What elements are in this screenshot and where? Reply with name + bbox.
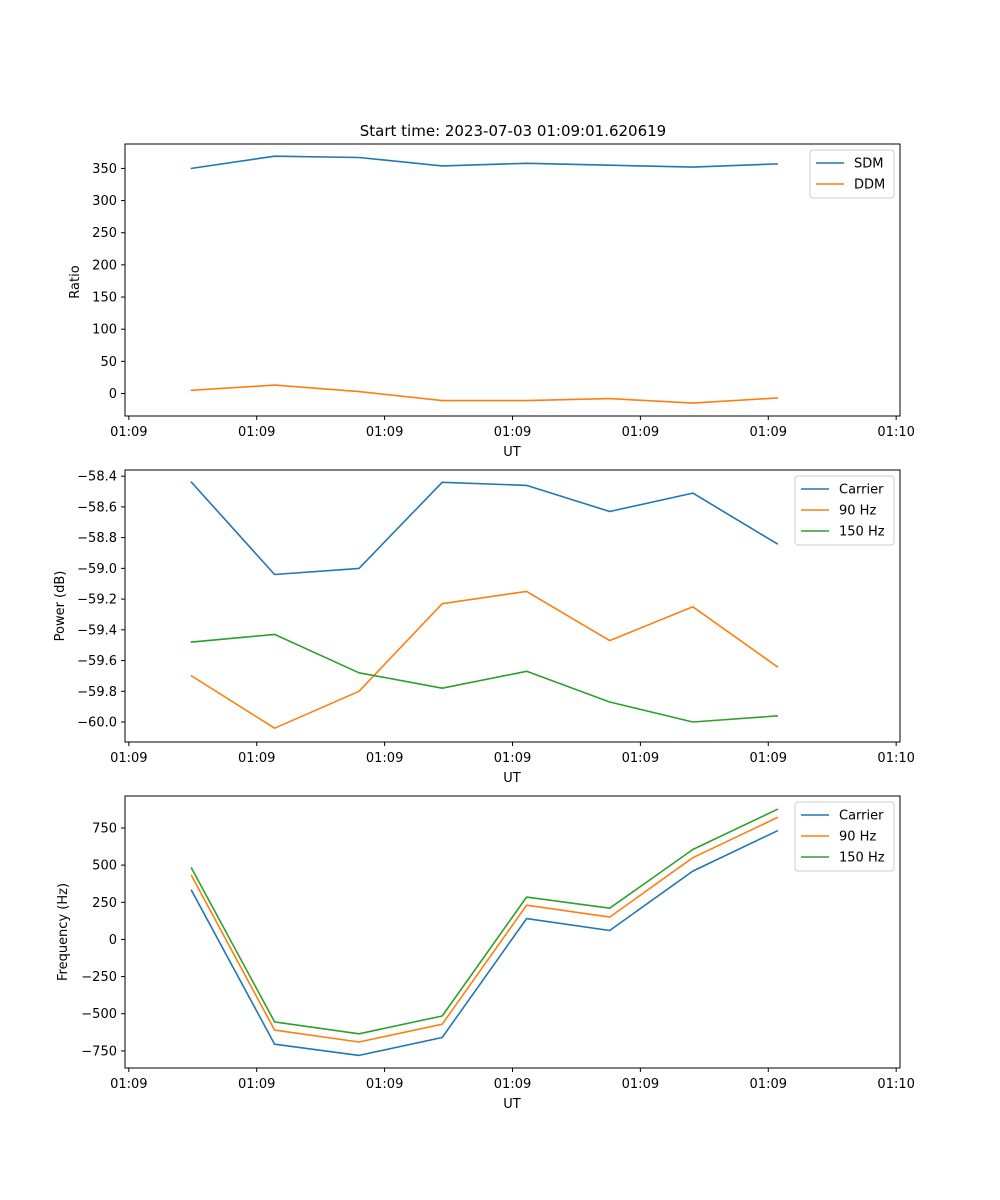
ratio-y-tick-label: 300 — [92, 194, 117, 209]
ratio-y-tick-label: 100 — [92, 323, 117, 338]
frequency-ylabel: Frequency (Hz) — [56, 883, 71, 981]
ratio-x-tick-label: 01:09 — [622, 425, 659, 440]
power-x-tick-label: 01:09 — [366, 751, 403, 766]
power-x-tick-label: 01:09 — [110, 751, 147, 766]
power-legend-box — [794, 475, 895, 546]
ratio-legend-label: DDM — [854, 178, 885, 193]
frequency-series-90-hz — [190, 816, 779, 1043]
ratio-x-tick-label: 01:09 — [366, 425, 403, 440]
ratio-series-ddm — [190, 384, 779, 404]
power-panel: Power (dB) UT — [53, 571, 521, 786]
ratio-legend-box — [809, 149, 895, 199]
figure-title: Start time: 2023-07-03 01:09:01.620619 — [360, 122, 666, 140]
power-legend: Carrier 90 Hz 150 Hz — [794, 475, 895, 546]
frequency-x-tick-label: 01:09 — [366, 1077, 403, 1092]
ratio-ylabel: Ratio — [68, 265, 83, 298]
frequency-legend-label: Carrier — [839, 809, 884, 824]
power-y-tick-label: −59.0 — [77, 562, 117, 577]
frequency-xlabel: UT — [503, 1097, 521, 1112]
ratio-y-tick-label: 350 — [92, 162, 117, 177]
frequency-y-tick-label: −250 — [81, 970, 117, 985]
frequency-x-tick-label: 01:09 — [750, 1077, 787, 1092]
frequency-plot: 01:09 01:09 01:09 01:09 01:09 01:09 01:10 −750 −… — [81, 795, 915, 1092]
frequency-y-tick-label: −500 — [81, 1007, 117, 1022]
ratio-legend-label: SDM — [854, 157, 883, 172]
power-series-90-hz — [190, 590, 779, 730]
power-xlabel: UT — [503, 771, 521, 786]
frequency-legend-label: 90 Hz — [839, 830, 876, 845]
power-y-tick-label: −59.2 — [77, 593, 117, 608]
power-y-tick-label: −59.4 — [77, 623, 117, 638]
power-ylabel: Power (dB) — [53, 571, 68, 642]
power-legend-label: 90 Hz — [839, 504, 876, 519]
ratio-series-sdm — [190, 155, 779, 170]
power-series-150-hz — [190, 633, 779, 723]
frequency-x-tick-label: 01:09 — [110, 1077, 147, 1092]
ratio-y-tick-label: 50 — [100, 355, 117, 370]
power-x-tick-label: 01:10 — [877, 751, 914, 766]
frequency-x-tick-label: 01:09 — [238, 1077, 275, 1092]
ratio-x-tick-label: 01:09 — [494, 425, 531, 440]
frequency-series-carrier — [190, 829, 779, 1057]
power-plot: 01:09 01:09 01:09 01:09 01:09 01:09 01:10 −60.0… — [77, 469, 915, 766]
frequency-legend-box — [794, 801, 895, 872]
frequency-y-tick-label: 500 — [92, 859, 117, 874]
power-legend-label: Carrier — [839, 483, 884, 498]
frequency-x-tick-label: 01:09 — [494, 1077, 531, 1092]
frequency-legend: Carrier 90 Hz 150 Hz — [794, 801, 895, 872]
power-y-tick-label: −58.8 — [77, 531, 117, 546]
frequency-y-tick-label: −750 — [81, 1044, 117, 1059]
ratio-xlabel: UT — [503, 445, 521, 460]
frequency-y-tick-label: 750 — [92, 821, 117, 836]
frequency-series-150-hz — [190, 808, 779, 1035]
ratio-panel: Ratio UT — [68, 265, 521, 460]
frequency-panel: Frequency (Hz) UT — [56, 883, 521, 1112]
frequency-y-tick-label: 0 — [109, 933, 117, 948]
frequency-x-tick-label: 01:10 — [877, 1077, 914, 1092]
ratio-plot: 01:09 01:09 01:09 01:09 01:09 01:09 01:10 0 50 10… — [92, 143, 915, 440]
ratio-y-tick-label: 0 — [109, 387, 117, 402]
power-x-tick-label: 01:09 — [622, 751, 659, 766]
frequency-legend-label: 150 Hz — [839, 851, 885, 866]
frequency-y-tick-label: 250 — [92, 896, 117, 911]
power-x-tick-label: 01:09 — [494, 751, 531, 766]
power-legend-label: 150 Hz — [839, 525, 885, 540]
power-y-tick-label: −60.0 — [77, 716, 117, 731]
power-y-tick-label: −58.4 — [77, 470, 117, 485]
ratio-y-tick-label: 150 — [92, 291, 117, 306]
ratio-x-tick-label: 01:09 — [750, 425, 787, 440]
power-y-tick-label: −59.6 — [77, 654, 117, 669]
power-x-tick-label: 01:09 — [750, 751, 787, 766]
power-y-tick-label: −59.8 — [77, 685, 117, 700]
ratio-legend: SDM DDM — [809, 149, 895, 199]
power-x-tick-label: 01:09 — [238, 751, 275, 766]
ratio-y-tick-label: 200 — [92, 258, 117, 273]
ratio-x-tick-label: 01:10 — [877, 425, 914, 440]
ratio-x-tick-label: 01:09 — [110, 425, 147, 440]
power-y-tick-label: −58.6 — [77, 500, 117, 515]
power-series-carrier — [190, 481, 779, 576]
frequency-x-tick-label: 01:09 — [622, 1077, 659, 1092]
ratio-x-tick-label: 01:09 — [238, 425, 275, 440]
ratio-y-tick-label: 250 — [92, 226, 117, 241]
